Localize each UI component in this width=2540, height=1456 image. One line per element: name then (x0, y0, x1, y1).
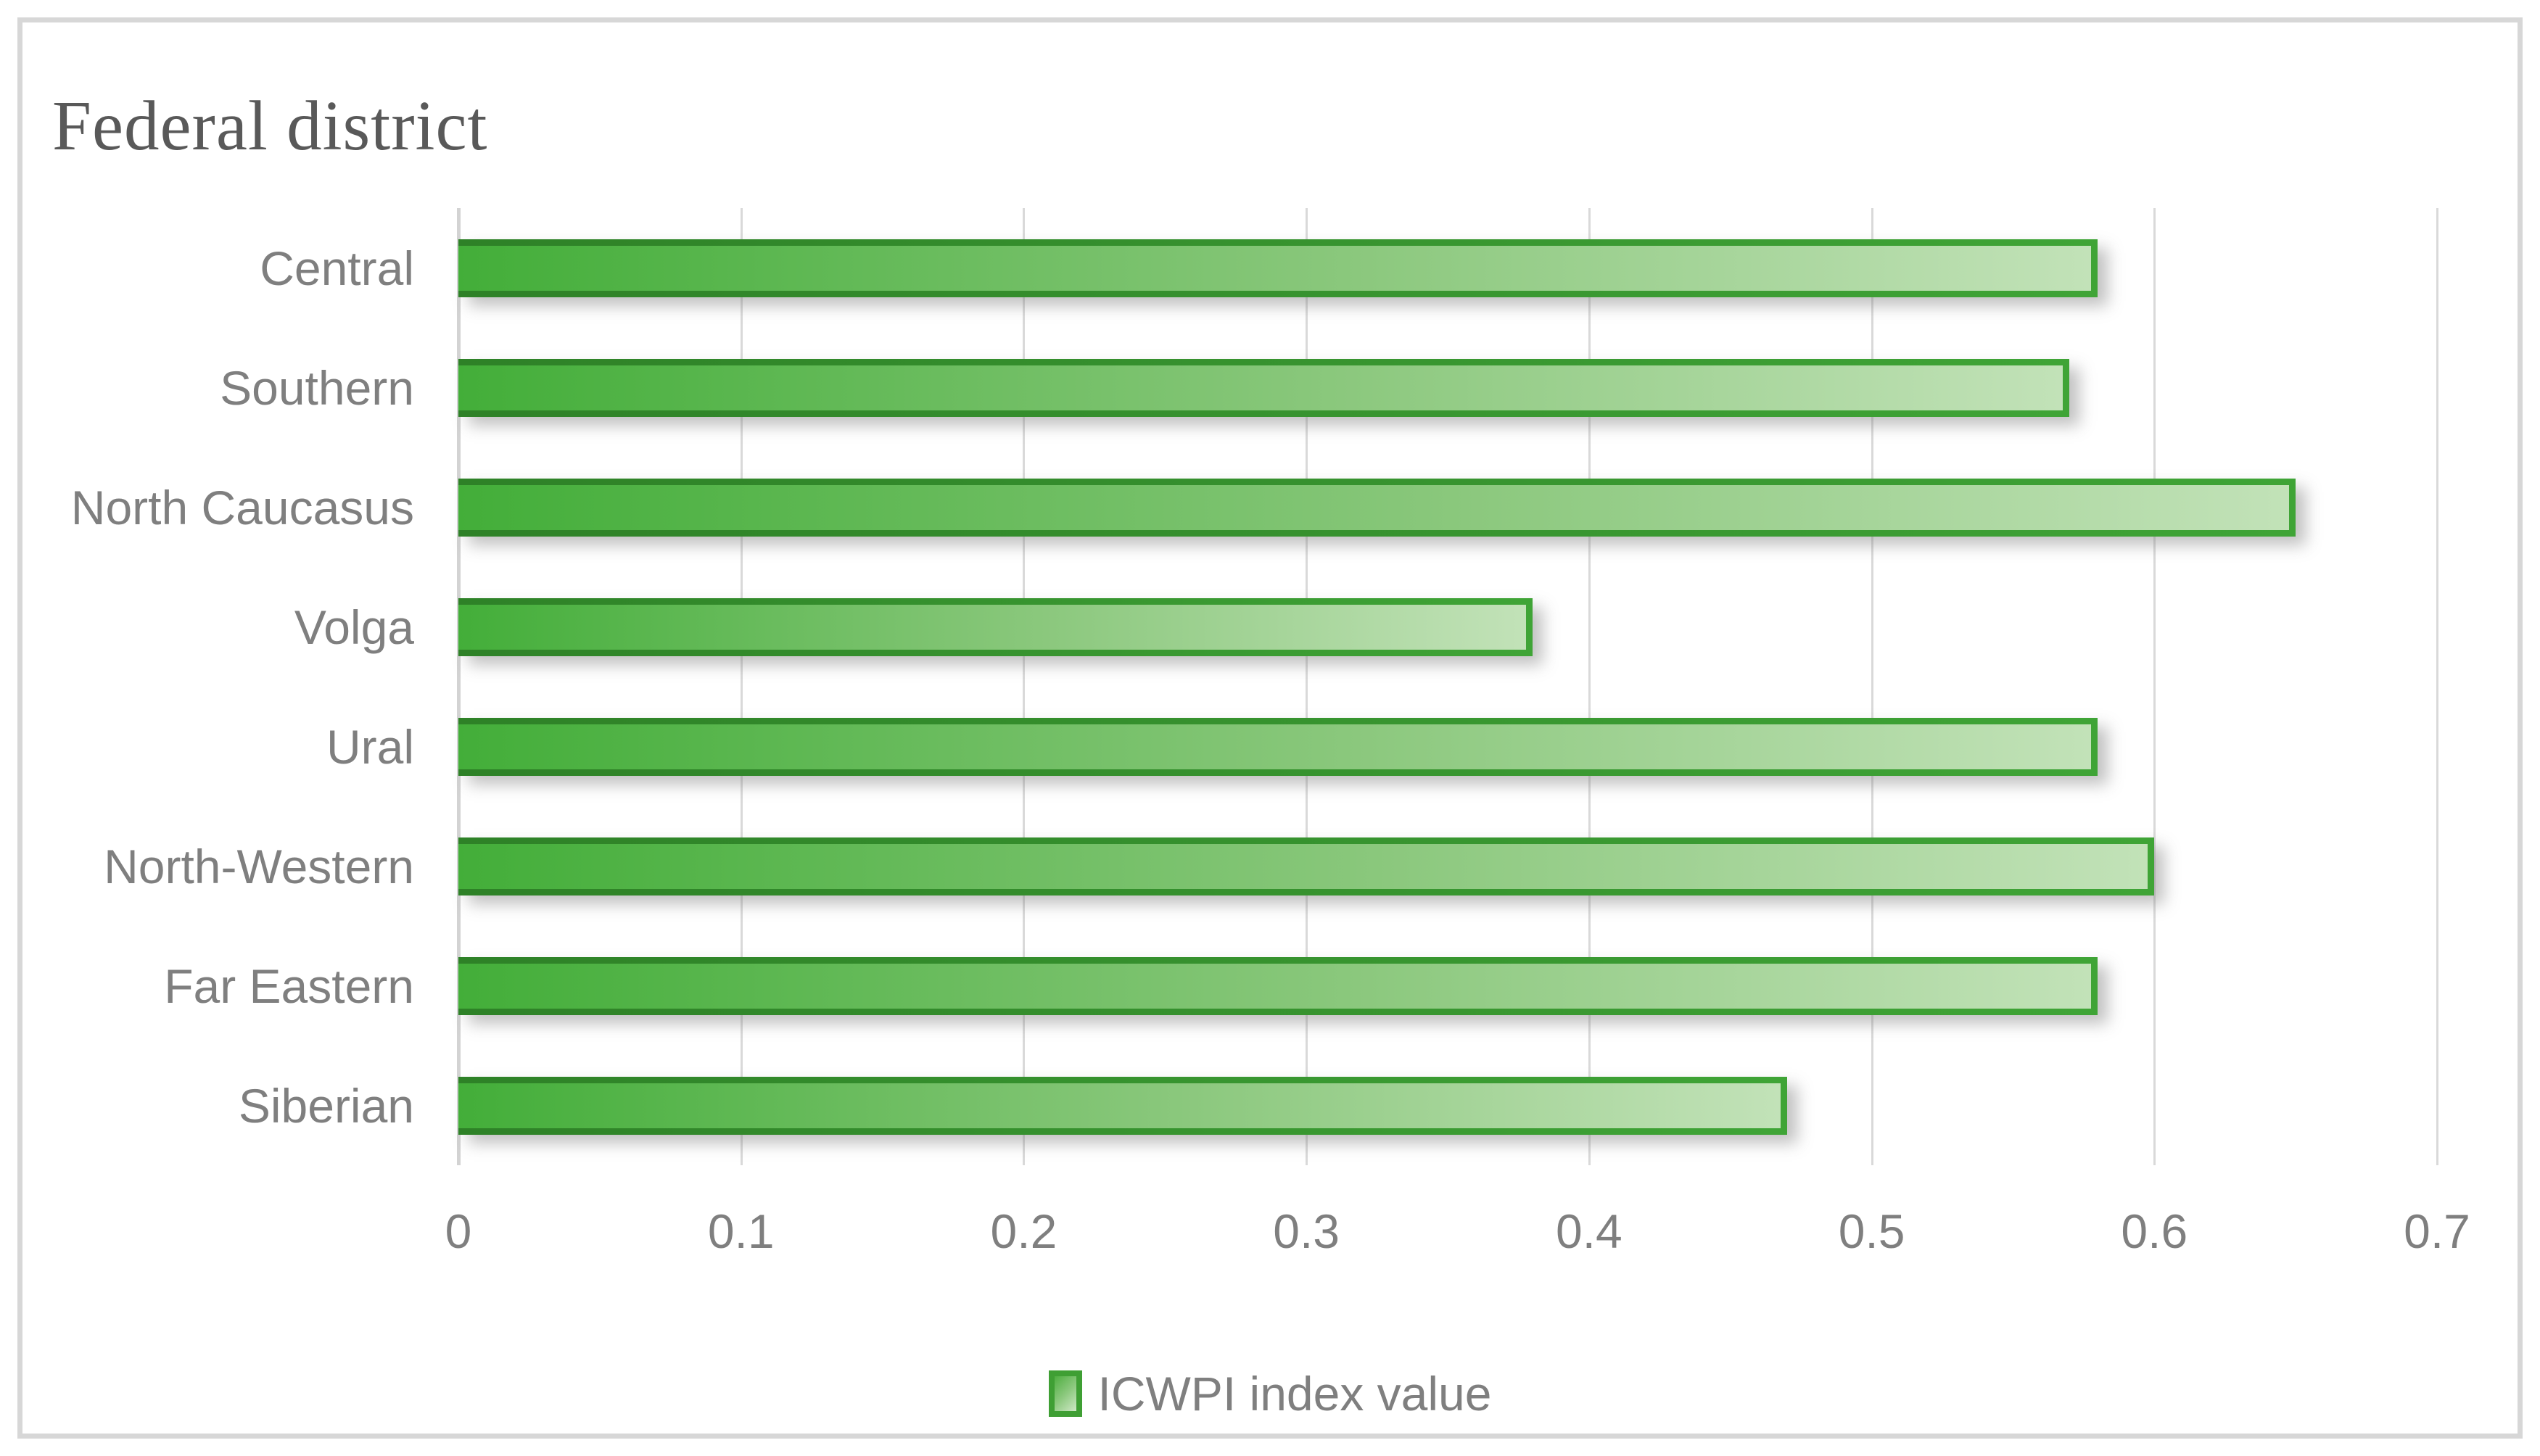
x-tick-label: 0.6 (2121, 1204, 2188, 1258)
category-axis: Central Southern North Caucasus Volga Ural No… (22, 208, 436, 1165)
bar-fill (458, 843, 2148, 889)
category-label: Volga (294, 600, 414, 654)
x-gridline (1023, 208, 1026, 1165)
x-gridline (1306, 208, 1308, 1165)
bar-volga[interactable] (458, 597, 1533, 656)
y-axis-line (457, 208, 461, 1165)
category-label: Siberian (238, 1078, 414, 1133)
x-tick-label: 0.1 (707, 1204, 775, 1258)
bar-row (458, 687, 2437, 806)
plot-area (457, 208, 2438, 1165)
bar-fill (458, 724, 2092, 769)
bar-fill (458, 1083, 1781, 1128)
x-gridline (2153, 208, 2156, 1165)
legend: ICWPI index value (0, 1366, 2540, 1421)
x-gridline (740, 208, 743, 1165)
category-label: Far Eastern (164, 959, 414, 1013)
bar-fill (458, 963, 2092, 1009)
bar-row (458, 208, 2437, 328)
x-tick-label: 0 (445, 1204, 472, 1258)
category-label: North Caucasus (70, 480, 414, 534)
x-tick-label: 0.5 (1838, 1204, 1905, 1258)
bar-fill (458, 484, 2290, 530)
bar-far-eastern[interactable] (458, 956, 2098, 1015)
bar-row (458, 806, 2437, 926)
bar-fill (458, 245, 2092, 291)
value-axis: 0 0.1 0.2 0.3 0.4 0.5 0.6 0.7 (445, 1204, 2470, 1276)
x-tick-label: 0.4 (1555, 1204, 1622, 1258)
category-label: North-Western (104, 839, 414, 893)
legend-label: ICWPI index value (1097, 1367, 1492, 1420)
bar-fill (458, 604, 1526, 650)
bar-row (458, 926, 2437, 1046)
category-label: Southern (220, 360, 414, 415)
bar-siberian[interactable] (458, 1076, 1787, 1135)
bar-north-western[interactable] (458, 837, 2155, 895)
bar-ural[interactable] (458, 717, 2098, 776)
category-label: Central (260, 241, 414, 295)
bar-north-caucasus[interactable] (458, 478, 2296, 537)
bar-row (458, 447, 2437, 567)
bar-row (458, 328, 2437, 447)
chart-title: Federal district (52, 87, 488, 165)
bar-row (458, 567, 2437, 687)
x-gridline (2436, 208, 2438, 1165)
x-tick-label: 0.2 (990, 1204, 1057, 1258)
bar-row (458, 1046, 2437, 1165)
bar-central[interactable] (458, 239, 2098, 297)
category-label: Ural (326, 719, 414, 774)
bar-southern[interactable] (458, 358, 2070, 417)
x-tick-label: 0.7 (2404, 1204, 2470, 1258)
bar-fill (458, 365, 2063, 410)
x-gridline (1871, 208, 1873, 1165)
legend-swatch-icon (1048, 1370, 1082, 1417)
x-tick-label: 0.3 (1273, 1204, 1340, 1258)
x-gridline (1588, 208, 1591, 1165)
